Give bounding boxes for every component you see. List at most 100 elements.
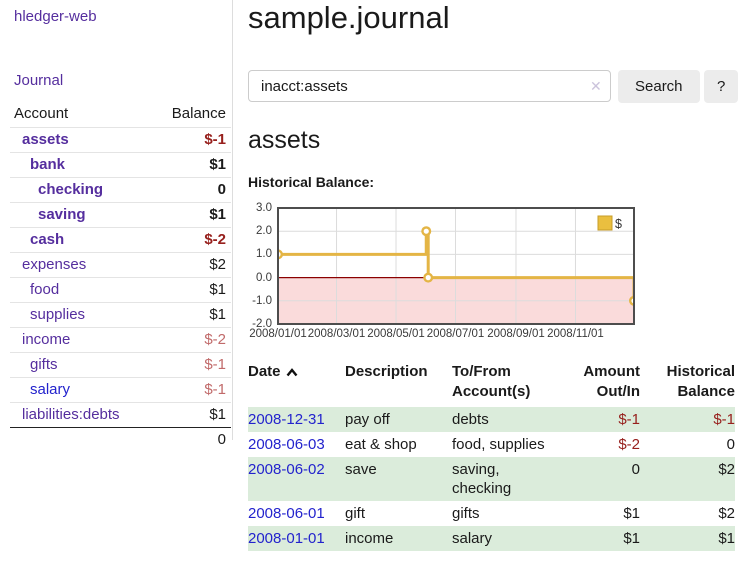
transaction-description: save: [345, 461, 377, 478]
account-link-salary[interactable]: salary: [30, 381, 71, 398]
transaction-accounts: saving, checking: [452, 461, 512, 497]
brand-link[interactable]: hledger-web: [14, 8, 97, 25]
transaction-amount: $-2: [618, 436, 640, 453]
accounts-total-row: 0: [10, 427, 231, 453]
account-balance: $-1: [204, 381, 226, 398]
column-header-description: Description: [345, 363, 428, 380]
transaction-accounts: gifts: [452, 505, 480, 522]
transaction-description: income: [345, 530, 394, 547]
account-link-bank[interactable]: bank: [30, 156, 66, 173]
clear-search-icon[interactable]: ✕: [590, 78, 602, 94]
accounts-header-row: Account Balance: [10, 102, 231, 128]
y-tick-label: -1.0: [252, 294, 272, 307]
column-header-date[interactable]: Date: [248, 362, 345, 407]
y-tick-label: -2.0: [252, 318, 272, 330]
account-balance: $-1: [204, 131, 226, 148]
sidebar-item-journal[interactable]: Journal: [14, 72, 64, 89]
account-link-assets[interactable]: assets: [22, 131, 69, 148]
account-row: saving $1: [10, 202, 231, 228]
account-row: liabilities:debts $1: [10, 402, 231, 428]
transaction-balance: $-1: [713, 411, 735, 428]
legend-swatch: [597, 215, 613, 231]
account-row: checking 0: [10, 177, 231, 203]
transaction-row: 2008-06-03 eat & shop food, supplies $-2 0: [248, 432, 735, 457]
transaction-description: gift: [345, 505, 366, 522]
column-header-accounts: To/From Account(s): [452, 363, 531, 400]
data-point-marker[interactable]: [421, 226, 432, 237]
account-balance: $2: [209, 256, 226, 273]
accounts-total-spacer: [10, 428, 150, 453]
account-row: cash $-2: [10, 227, 231, 253]
transaction-description: pay off: [345, 411, 390, 428]
accounts-table: Account Balance assets $-1 bank $1 checking 0…: [10, 102, 231, 452]
account-link-income[interactable]: income: [22, 331, 71, 348]
transaction-date[interactable]: 2008-06-01: [248, 505, 325, 522]
account-balance: $1: [209, 156, 226, 173]
transaction-row: 2008-06-01 gift gifts $1 $2: [248, 501, 735, 526]
x-tick-label: 2008/09/01: [487, 328, 545, 340]
account-link-expenses[interactable]: expenses: [22, 256, 87, 273]
transaction-balance: 0: [726, 436, 735, 453]
transaction-amount: $1: [623, 505, 640, 522]
help-button[interactable]: ?: [704, 70, 739, 103]
column-header-balance: Historical Balance: [666, 363, 735, 400]
account-row: assets $-1: [10, 127, 231, 153]
x-tick-label: 2008/11/01: [547, 328, 604, 340]
transaction-accounts: food, supplies: [452, 436, 545, 453]
account-row: salary $-1: [10, 377, 231, 403]
transaction-date[interactable]: 2008-06-03: [248, 436, 325, 453]
account-link-liabilities-debts[interactable]: liabilities:debts: [22, 406, 120, 423]
account-row: supplies $1: [10, 302, 231, 328]
page-title: sample.journal: [248, 0, 450, 35]
account-balance: $1: [209, 281, 226, 298]
account-link-gifts[interactable]: gifts: [30, 356, 58, 373]
search-button[interactable]: Search: [618, 70, 700, 103]
search-input[interactable]: [248, 70, 611, 102]
account-balance: $1: [209, 306, 226, 323]
account-balance: $-1: [204, 356, 226, 373]
column-header-amount: Amount Out/In: [583, 363, 640, 400]
transaction-date[interactable]: 2008-12-31: [248, 411, 325, 428]
account-row: food $1: [10, 277, 231, 303]
transaction-amount: 0: [631, 461, 640, 478]
account-balance: $-2: [204, 331, 226, 348]
y-tick-label: 1.0: [256, 248, 272, 261]
transaction-accounts: salary: [452, 530, 493, 547]
account-link-cash[interactable]: cash: [30, 231, 65, 248]
account-row: bank $1: [10, 152, 231, 178]
data-point-marker[interactable]: [423, 272, 434, 283]
account-balance: $1: [209, 206, 226, 223]
account-row: gifts $-1: [10, 352, 231, 378]
account-balance: $-2: [204, 231, 226, 248]
search-form: ✕ Search ?: [248, 70, 742, 103]
accounts-total-value: 0: [217, 431, 226, 448]
x-tick-label: 2008/07/01: [426, 328, 485, 340]
account-link-supplies[interactable]: supplies: [30, 306, 86, 323]
chart-legend: $: [597, 215, 622, 231]
transaction-balance: $2: [718, 505, 735, 522]
chart-title: Historical Balance:: [248, 174, 375, 190]
transaction-row: 2008-12-31 pay off debts $-1 $-1: [248, 407, 735, 432]
transaction-balance: $1: [718, 530, 735, 547]
legend-label: $: [615, 217, 622, 231]
account-link-saving[interactable]: saving: [38, 206, 86, 223]
transaction-date[interactable]: 2008-01-01: [248, 530, 325, 547]
register-table: Date Description To/From Account(s) Amou…: [248, 362, 735, 551]
x-tick-label: 2008/01/01: [249, 328, 307, 340]
account-link-checking[interactable]: checking: [38, 181, 104, 198]
register-header-row: Date Description To/From Account(s) Amou…: [248, 362, 735, 407]
transaction-date[interactable]: 2008-06-02: [248, 461, 325, 478]
transaction-amount: $-1: [618, 411, 640, 428]
account-row: expenses $2: [10, 252, 231, 278]
account-title: assets: [248, 126, 321, 154]
y-tick-label: 0.0: [256, 271, 272, 284]
account-link-food[interactable]: food: [30, 281, 60, 298]
y-tick-label: 3.0: [256, 202, 272, 214]
account-balance: $1: [209, 406, 226, 423]
y-tick-label: 2.0: [256, 225, 272, 238]
transaction-row: 2008-01-01 income salary $1 $1: [248, 526, 735, 551]
x-tick-label: 2008/03/01: [307, 328, 366, 340]
sidebar: hledger-web Journal Account Balance asse…: [0, 0, 233, 448]
transaction-accounts: debts: [452, 411, 489, 428]
